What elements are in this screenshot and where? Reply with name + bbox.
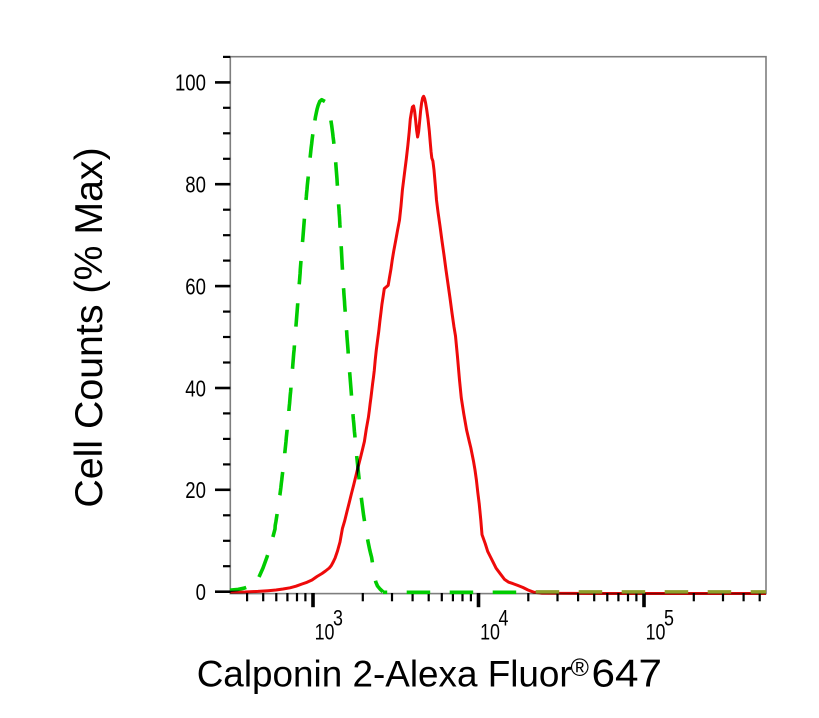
svg-text:Calponin 2-Alexa Fluor: Calponin 2-Alexa Fluor — [197, 654, 572, 695]
svg-text:3: 3 — [333, 607, 343, 631]
svg-text:40: 40 — [185, 376, 206, 401]
svg-text:10: 10 — [646, 621, 666, 645]
svg-text:0: 0 — [196, 580, 206, 605]
svg-text:®: ® — [571, 654, 590, 682]
svg-text:100: 100 — [175, 71, 206, 96]
svg-text:20: 20 — [185, 478, 206, 503]
svg-text:5: 5 — [664, 607, 674, 631]
svg-text:10: 10 — [315, 621, 335, 645]
svg-text:4: 4 — [499, 607, 509, 631]
svg-text:60: 60 — [185, 275, 206, 300]
svg-text:Cell Counts (% Max): Cell Counts (% Max) — [67, 147, 111, 507]
svg-text:647: 647 — [592, 653, 663, 696]
svg-text:80: 80 — [185, 173, 206, 198]
svg-text:10: 10 — [480, 621, 500, 645]
